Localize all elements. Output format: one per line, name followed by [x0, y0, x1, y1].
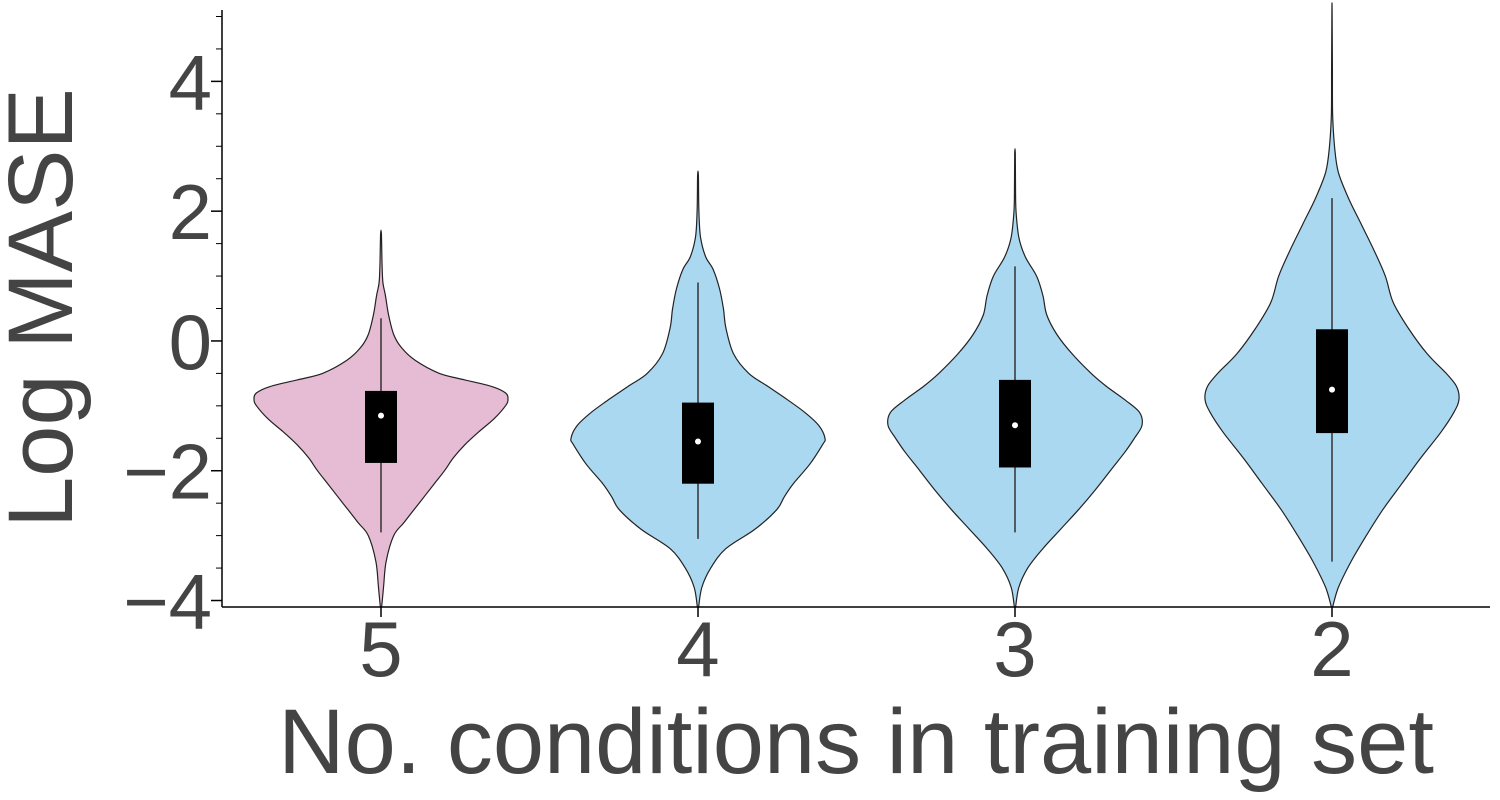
- violin-2: [1204, 2, 1460, 608]
- y-axis-title: Log MASE: [0, 88, 92, 528]
- y-ticks: −4 −2 0 2 4: [123, 15, 222, 646]
- x-tick-label: 4: [676, 605, 719, 693]
- x-tick-label: 5: [359, 605, 402, 693]
- x-axis-title: No. conditions in training set: [278, 691, 1434, 793]
- median-point: [695, 438, 701, 445]
- median-point: [378, 412, 384, 419]
- iqr-box: [1316, 329, 1348, 434]
- y-tick-label: 0: [169, 298, 212, 386]
- median-point: [1012, 422, 1018, 429]
- median-point: [1329, 386, 1335, 393]
- violin-3: [887, 148, 1143, 608]
- y-tick-label: 2: [169, 168, 212, 256]
- violins-layer: [253, 2, 1460, 608]
- y-tick-label: −4: [123, 558, 212, 646]
- violin-5: [253, 229, 509, 608]
- violin-4: [570, 170, 826, 608]
- y-tick-label: 4: [169, 38, 212, 126]
- x-tick-label: 2: [1310, 605, 1353, 693]
- x-ticks: 5 4 3 2: [359, 605, 1353, 693]
- iqr-box: [365, 390, 397, 463]
- x-tick-label: 3: [993, 605, 1036, 693]
- y-tick-label: −2: [123, 428, 212, 516]
